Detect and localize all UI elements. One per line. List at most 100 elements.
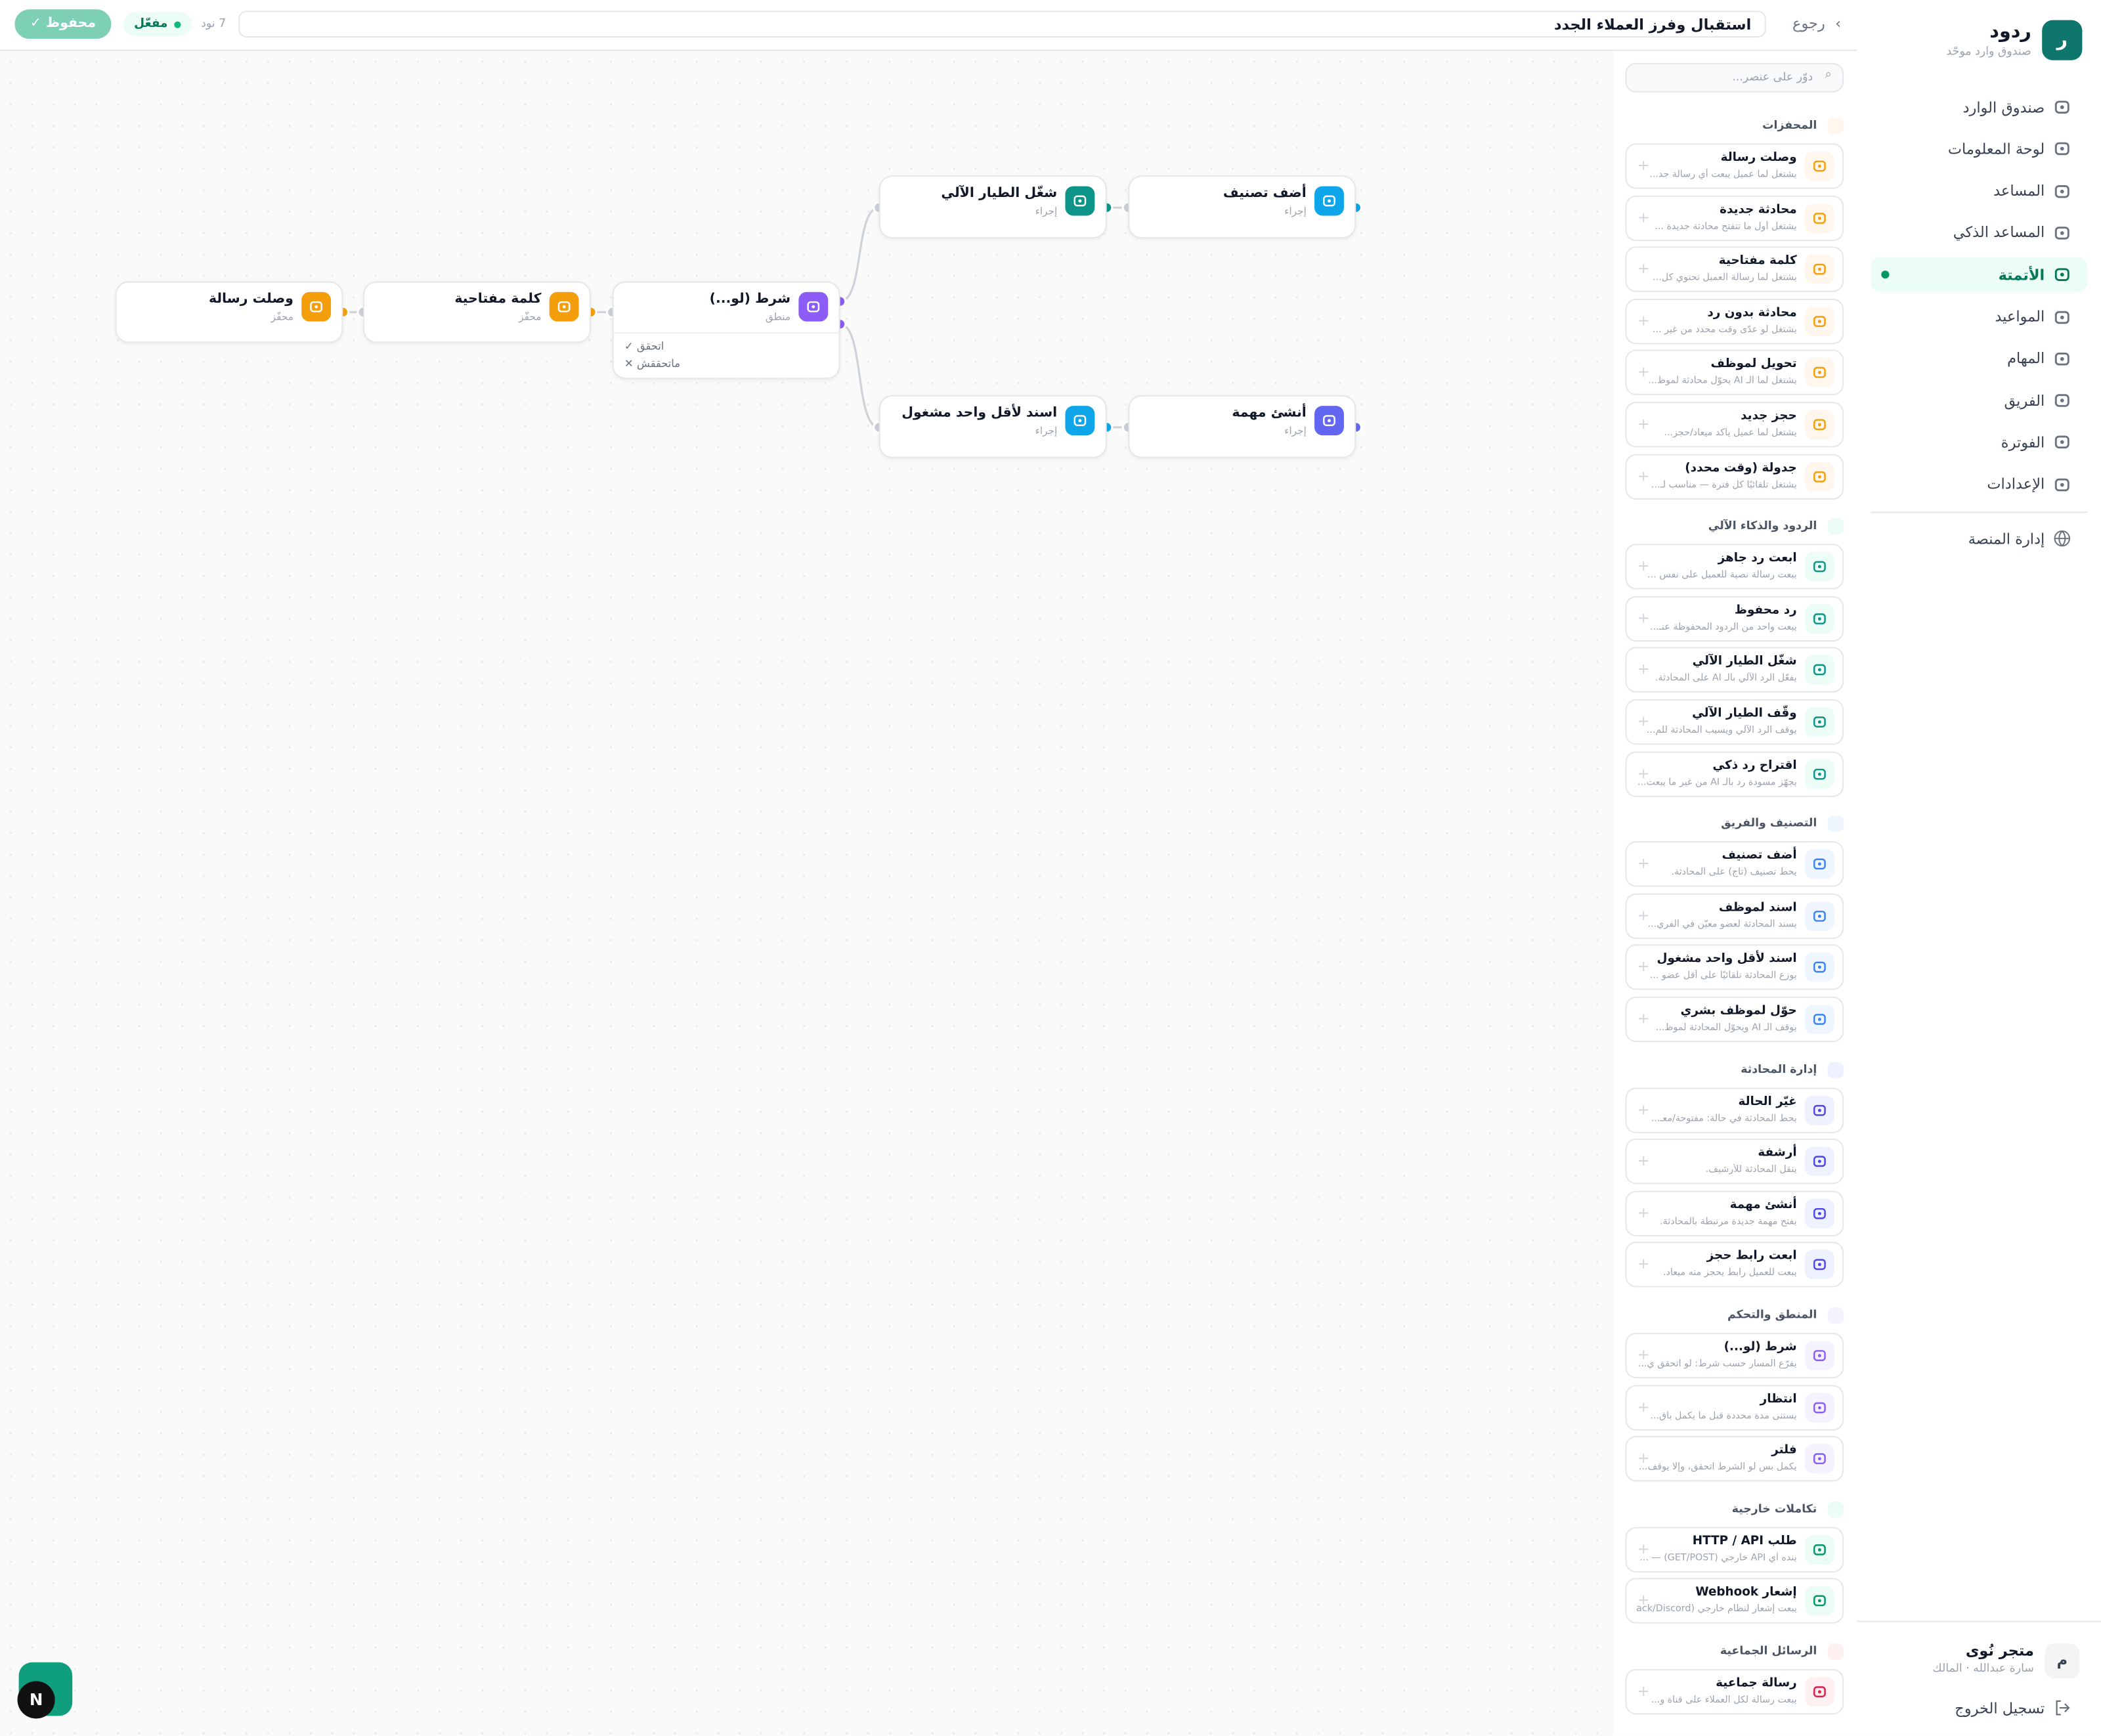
section-icon: [1827, 1307, 1844, 1324]
palette-item[interactable]: حوّل لموظف بشري يوقف الـ AI ويحوّل المحاد…: [1625, 996, 1844, 1043]
palette-item[interactable]: وقّف الطيار الآلي يوقف الرد الآلي ويسيب ا…: [1625, 699, 1844, 745]
nav-item[interactable]: إدارة المنصة: [1871, 521, 2088, 556]
palette-item[interactable]: أضف تصنيف يحط تصنيف (تاج) على المحادثة. +: [1625, 841, 1844, 887]
flow-node[interactable]: أضف تصنيف إجراء: [1128, 175, 1356, 239]
palette-item[interactable]: اسند لأقل واحد مشغول يوزع المحادثة تلقائي…: [1625, 945, 1844, 991]
status-toggle[interactable]: مفعّل: [123, 12, 192, 37]
item-title: حوّل لموظف بشري: [1680, 1005, 1797, 1018]
palette-item[interactable]: أنشئ مهمة يفتح مهمة جديدة مرتبطة بالمحادث…: [1625, 1190, 1844, 1236]
nav-label: لوحة المعلومات: [1947, 140, 2045, 158]
palette-item[interactable]: محادثة بدون رد يشتغل لو عدّى وقت محدد من …: [1625, 298, 1844, 344]
search-box[interactable]: ⌕ دوّر على عنصر...: [1625, 62, 1844, 93]
add-icon: +: [1637, 415, 1650, 433]
palette-item[interactable]: ابعت رابط حجز يبعت للعميل رابط يحجز منه م…: [1625, 1242, 1844, 1288]
node-kind: محفّز: [271, 311, 293, 323]
nav-item[interactable]: صندوق الوارد: [1871, 90, 2088, 125]
palette-item[interactable]: شغّل الطيار الآلي يفعّل الرد الآلي بالـ A…: [1625, 647, 1844, 693]
flow-title-input[interactable]: استقبال وفرز العملاء الجدد: [238, 11, 1766, 38]
nav-item[interactable]: الإعدادات: [1871, 467, 2088, 502]
node-divider: [613, 332, 839, 334]
node-kind: محفّز: [519, 311, 542, 323]
logout-label: تسجيل الخروج: [1955, 1699, 2045, 1717]
node-icon: [1065, 406, 1095, 436]
item-icon: [1804, 306, 1834, 336]
item-desc: يشتغل لما عميل يبعت أي رسالة جد...: [1649, 169, 1797, 180]
flow-node[interactable]: كلمة مفتاحية محفّز: [363, 281, 591, 343]
add-icon: +: [1637, 609, 1650, 627]
item-desc: يفرّع المسار حسب شرط: لو اتحقق ي...: [1637, 1358, 1797, 1369]
nav-item[interactable]: الأتمتة: [1870, 257, 2088, 293]
devtools-indicator[interactable]: N: [17, 1681, 55, 1719]
logo: ر: [2042, 20, 2083, 60]
section-icon: [1827, 1501, 1844, 1518]
section-title: إدارة المحادثة: [1741, 1063, 1817, 1077]
nav-item[interactable]: الفوترة: [1871, 425, 2088, 460]
branch-label: ✓ اتحقق: [624, 340, 664, 353]
node-title: اسند لأقل واحد مشغول: [901, 406, 1058, 421]
logout-button[interactable]: تسجيل الخروج: [1871, 1691, 2088, 1725]
palette-item[interactable]: رد محفوظ يبعت واحد من الردود المحفوظة عنـ…: [1625, 596, 1844, 641]
palette-item[interactable]: ابعت رد جاهز يبعت رسالة نصية للعميل على ن…: [1625, 544, 1844, 590]
item-desc: يبعت إشعار لنظام خارجي (Slack/Discord...: [1635, 1603, 1797, 1615]
item-desc: يوزع المحادثة تلقائيًا على أقل عضو ...: [1649, 970, 1797, 982]
flow-node[interactable]: شغّل الطيار الآلي إجراء: [878, 175, 1107, 239]
palette-item[interactable]: أرشفة ينقل المحادثة للأرشيف. +: [1625, 1139, 1844, 1184]
node-icon: [798, 292, 829, 322]
palette-item[interactable]: فلتر يكمل بس لو الشرط اتحقق، وإلا يوقف...…: [1625, 1436, 1844, 1482]
palette-item[interactable]: غيّر الحالة يحط المحادثة في حالة: مفتوحة/…: [1625, 1087, 1844, 1133]
flow-canvas[interactable]: وصلت رسالة محفّز كلمة مفتاحية محفّز شرط (لو.…: [0, 51, 1614, 1736]
item-title: تحويل لموظف: [1710, 358, 1797, 372]
node-kind: إجراء: [1284, 424, 1307, 437]
branch-label: ✕ ماتحققش: [624, 357, 681, 370]
section-title: التصنيف والفريق: [1721, 817, 1817, 831]
palette-item[interactable]: تحويل لموظف يشتغل لما الـ AI يحوّل محادثة…: [1625, 350, 1844, 396]
palette-item[interactable]: اسند لموظف يسند المحادثة لعضو معيّن في ال…: [1625, 893, 1844, 939]
palette-item[interactable]: كلمة مفتاحية يشتغل لما رسالة العميل تحتوي…: [1625, 246, 1844, 293]
palette-item[interactable]: وصلت رسالة يشتغل لما عميل يبعت أي رسالة ج…: [1625, 143, 1844, 189]
palette-item[interactable]: رسالة جماعية يبعت رسالة لكل العملاء على ق…: [1625, 1668, 1844, 1715]
item-desc: يكمل بس لو الشرط اتحقق، وإلا يوقف...: [1638, 1462, 1797, 1473]
item-desc: يسند المحادثة لعضو معيّن في الفري...: [1647, 919, 1797, 930]
flow-node[interactable]: وصلت رسالة محفّز: [115, 281, 343, 343]
add-icon: +: [1637, 1152, 1650, 1170]
nav-label: الأتمتة: [1998, 266, 2045, 284]
back-button[interactable]: › رجوع: [1792, 14, 1842, 32]
palette-item[interactable]: جدولة (وقت محدد) يشتغل تلقائيًا كل فترة —…: [1625, 453, 1844, 500]
add-icon: +: [1637, 1255, 1650, 1273]
flow-node[interactable]: أنشئ مهمة إجراء: [1128, 395, 1356, 458]
flow-node[interactable]: اسند لأقل واحد مشغول إجراء: [878, 395, 1107, 458]
item-icon: [1804, 462, 1834, 491]
edges: [336, 201, 1362, 434]
add-icon: +: [1637, 661, 1650, 679]
add-icon: +: [1637, 1449, 1650, 1467]
nav-item[interactable]: لوحة المعلومات: [1871, 132, 2088, 167]
palette-item[interactable]: حجز جديد يشتغل لما عميل يأكد ميعاد/حجز...…: [1625, 402, 1844, 448]
flow-title: استقبال وفرز العملاء الجدد: [1554, 16, 1752, 34]
edge: [840, 323, 880, 429]
save-button[interactable]: محفوظ ✓: [14, 9, 112, 39]
nav-label: الفوترة: [2001, 433, 2045, 452]
item-title: أرشفة: [1758, 1146, 1797, 1161]
item-icon: [1804, 410, 1834, 440]
item-icon: [1804, 358, 1834, 388]
nav-item[interactable]: المساعد الذكي: [1871, 215, 2088, 250]
palette-item[interactable]: محادثة جديدة يشتغل أول ما تتفتح محادثة جد…: [1625, 195, 1844, 241]
palette-item[interactable]: انتظار يستنى مدة محددة قبل ما يكمل باق...…: [1625, 1384, 1844, 1430]
palette-item[interactable]: إشعار Webhook يبعت إشعار لنظام خارجي (Sla…: [1625, 1578, 1844, 1624]
nav-item[interactable]: المهام: [1871, 341, 2088, 376]
add-icon: +: [1637, 1010, 1650, 1028]
palette-item[interactable]: شرط (لو...) يفرّع المسار حسب شرط: لو اتحق…: [1625, 1332, 1844, 1379]
palette-item[interactable]: طلب HTTP / API ينده أي API خارجي (GET/POS…: [1625, 1527, 1844, 1573]
flow-node[interactable]: شرط (لو...) منطق ✓ اتحقق ✕ ماتحققش: [612, 281, 840, 380]
nav-item[interactable]: الفريق: [1871, 383, 2088, 418]
add-icon: +: [1637, 557, 1650, 575]
item-title: اقتراح رد ذكي: [1712, 758, 1797, 773]
nav-label: الإعدادات: [1987, 475, 2045, 494]
nav-item[interactable]: المواعيد: [1871, 299, 2088, 334]
section-title: المنطق والتحكم: [1727, 1309, 1817, 1322]
item-title: أضف تصنيف: [1722, 849, 1797, 863]
nav-item[interactable]: المساعد: [1871, 173, 2088, 208]
palette-item[interactable]: اقتراح رد ذكي يجهّز مسودة رد بالـ AI من غ…: [1625, 750, 1844, 797]
item-title: وصلت رسالة: [1720, 151, 1797, 165]
add-icon: +: [1637, 854, 1650, 873]
